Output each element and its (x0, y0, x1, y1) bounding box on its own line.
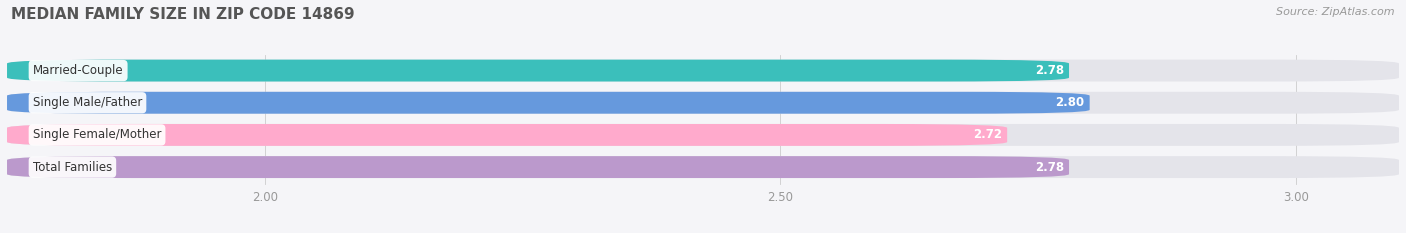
Text: 2.72: 2.72 (973, 128, 1002, 141)
FancyBboxPatch shape (7, 156, 1069, 178)
Text: Single Female/Mother: Single Female/Mother (32, 128, 162, 141)
Text: 2.78: 2.78 (1035, 161, 1064, 174)
FancyBboxPatch shape (7, 92, 1399, 114)
FancyBboxPatch shape (7, 60, 1399, 82)
Text: 2.78: 2.78 (1035, 64, 1064, 77)
Text: Single Male/Father: Single Male/Father (32, 96, 142, 109)
FancyBboxPatch shape (7, 60, 1069, 82)
Text: Source: ZipAtlas.com: Source: ZipAtlas.com (1277, 7, 1395, 17)
FancyBboxPatch shape (7, 124, 1007, 146)
FancyBboxPatch shape (7, 124, 1399, 146)
Text: 2.80: 2.80 (1056, 96, 1084, 109)
FancyBboxPatch shape (7, 92, 1090, 114)
Text: Married-Couple: Married-Couple (32, 64, 124, 77)
FancyBboxPatch shape (7, 156, 1399, 178)
Text: MEDIAN FAMILY SIZE IN ZIP CODE 14869: MEDIAN FAMILY SIZE IN ZIP CODE 14869 (11, 7, 354, 22)
Text: Total Families: Total Families (32, 161, 112, 174)
